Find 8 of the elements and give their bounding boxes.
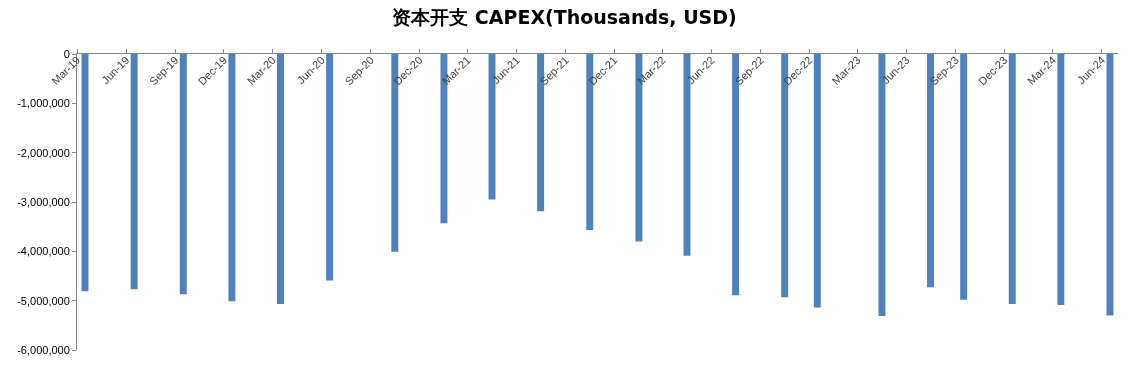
chart-title: 资本开支 CAPEX(Thousands, USD) bbox=[392, 6, 737, 29]
y-tick-label: 0 bbox=[63, 47, 70, 60]
y-tick-label: -5,000,000 bbox=[17, 294, 70, 307]
y-tick-label: -4,000,000 bbox=[17, 245, 70, 258]
y-tick-label: -2,000,000 bbox=[17, 146, 70, 159]
y-tick-label: -3,000,000 bbox=[17, 195, 70, 208]
y-tick-label: -6,000,000 bbox=[17, 343, 70, 356]
y-tick-label: -1,000,000 bbox=[17, 97, 70, 110]
